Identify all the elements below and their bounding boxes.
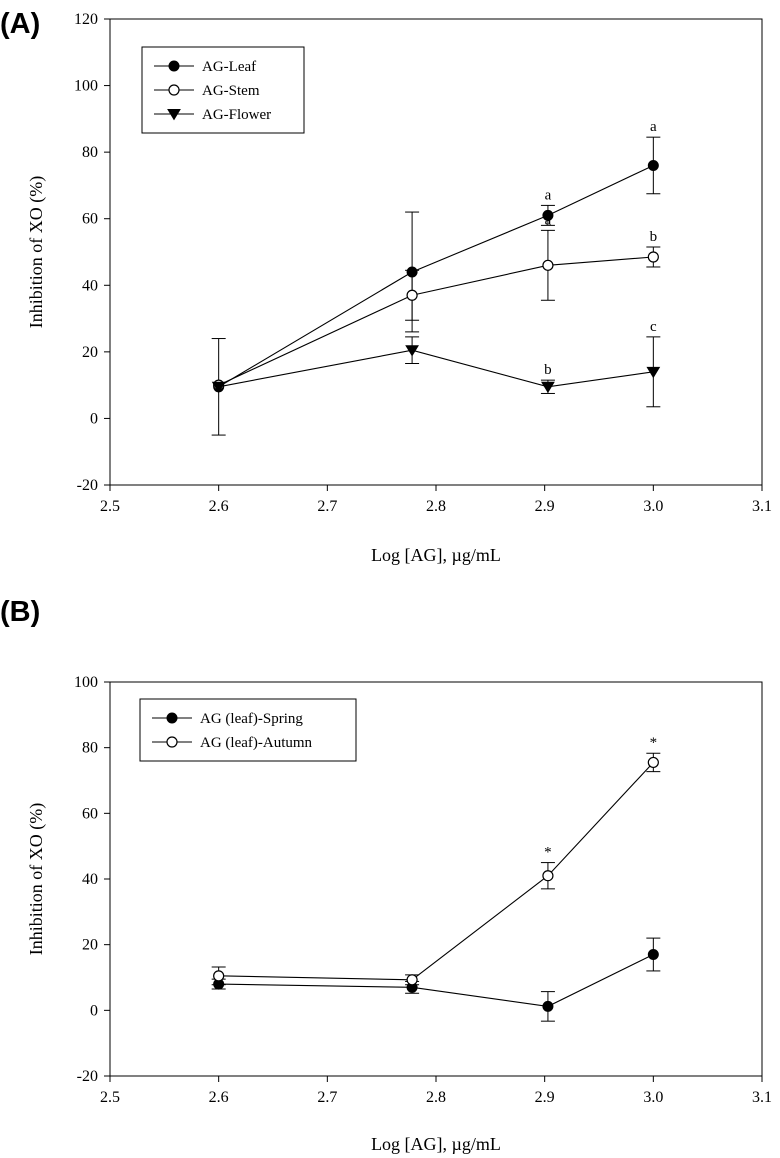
series-line (218, 954, 654, 1007)
x-tick-label: 2.7 (317, 1089, 337, 1106)
y-tick-label: 80 (82, 740, 98, 757)
y-axis-label: Inhibition of XO (%) (26, 176, 47, 328)
x-axis-label: Log [AG], µg/mL (371, 1134, 501, 1154)
y-tick-label: 60 (82, 211, 98, 228)
data-point (647, 159, 659, 171)
y-tick-label: 120 (74, 11, 98, 28)
significance-label: * (544, 845, 552, 861)
legend-entry: AG-Stem (202, 83, 260, 99)
x-tick-label: 2.6 (209, 498, 229, 515)
y-tick-label: 0 (90, 410, 98, 427)
chart-panel-a: (A) 2.5 2.6 2.7 2.8 2.9 3.0 3.1 -20 0 20 40 60 80 100 1… (0, 8, 772, 565)
y-tick-label: 100 (74, 674, 98, 691)
legend-entry: AG (leaf)-Autumn (200, 735, 313, 751)
panel-label: (A) (0, 8, 40, 40)
y-tick-label: -20 (77, 477, 98, 494)
data-point (542, 259, 554, 271)
y-tick-label: 20 (82, 937, 98, 954)
data-point (213, 970, 225, 982)
x-axis-label: Log [AG], µg/mL (371, 545, 501, 565)
data-point (646, 366, 661, 379)
series-line (218, 164, 654, 388)
x-tick-label: 2.9 (535, 1089, 555, 1106)
significance-label: b (544, 362, 552, 378)
x-tick-label: 2.5 (100, 498, 120, 515)
legend: AG (leaf)-Spring AG (leaf)-Autumn (139, 698, 357, 762)
legend: AG-Leaf AG-Stem AG-Flower (141, 46, 305, 134)
significance-label: * (650, 735, 658, 751)
y-tick-label: 80 (82, 144, 98, 161)
series-line (218, 762, 654, 981)
significance-label: c (650, 319, 657, 335)
series-0: aa (211, 119, 661, 436)
data-point (647, 949, 659, 961)
chart-a-svg: (A) 2.5 2.6 2.7 2.8 2.9 3.0 3.1 -20 0 20 40 60 80 100 1… (0, 8, 772, 565)
series-2: bc (211, 319, 661, 408)
chart-panel-b: (B) 2.5 2.6 2.7 2.8 2.9 3.0 3.1 -20 0 20 40 60 80 100 L… (0, 579, 780, 1158)
x-tick-label: 3.0 (643, 1089, 663, 1106)
y-tick-label: 100 (74, 78, 98, 95)
significance-label: a (545, 212, 552, 228)
y-axis-label: Inhibition of XO (%) (26, 803, 47, 955)
y-tick-label: 20 (82, 344, 98, 361)
chart-b-svg: (B) 2.5 2.6 2.7 2.8 2.9 3.0 3.1 -20 0 20 40 60 80 100 L… (0, 596, 772, 1154)
significance-label: b (650, 229, 658, 245)
series-line (218, 256, 654, 386)
data-point (541, 381, 555, 394)
y-tick-label: 60 (82, 805, 98, 822)
x-tick-label: 2.8 (426, 1089, 446, 1106)
series-1: ** (211, 735, 661, 986)
data-point (406, 289, 418, 301)
y-tick-label: 40 (82, 871, 98, 888)
x-tick-label: 2.5 (100, 1089, 120, 1106)
series-line (218, 349, 654, 388)
data-point (542, 209, 554, 221)
data-point (406, 974, 418, 986)
legend-marker (166, 712, 178, 724)
legend-entry: AG-Leaf (202, 59, 256, 75)
x-tick-label: 2.9 (535, 498, 555, 515)
y-tick-label: 40 (82, 277, 98, 294)
significance-label: a (545, 187, 552, 203)
legend-marker (166, 736, 178, 748)
legend-marker (168, 60, 180, 72)
data-point (542, 1000, 554, 1012)
legend-box (139, 698, 357, 762)
x-tick-label: 2.6 (209, 1089, 229, 1106)
x-tick-label: 3.0 (643, 498, 663, 515)
series-0 (211, 937, 661, 1022)
y-tick-label: 0 (90, 1002, 98, 1019)
legend-entry: AG (leaf)-Spring (200, 711, 303, 727)
legend-marker (168, 84, 180, 96)
data-point (542, 870, 554, 882)
x-tick-label: 3.1 (752, 498, 772, 515)
x-tick-label: 2.7 (317, 498, 337, 515)
x-tick-label: 2.8 (426, 498, 446, 515)
series-1: ab (213, 212, 661, 391)
significance-label: a (650, 119, 657, 135)
legend-entry: AG-Flower (202, 107, 271, 123)
data-point (647, 756, 659, 769)
data-point (211, 381, 226, 394)
data-point (405, 345, 419, 357)
y-tick-label: -20 (77, 1068, 98, 1085)
x-tick-label: 3.1 (752, 1089, 772, 1106)
data-point (647, 251, 659, 263)
panel-label: (B) (0, 596, 40, 628)
legend-marker (167, 109, 181, 121)
